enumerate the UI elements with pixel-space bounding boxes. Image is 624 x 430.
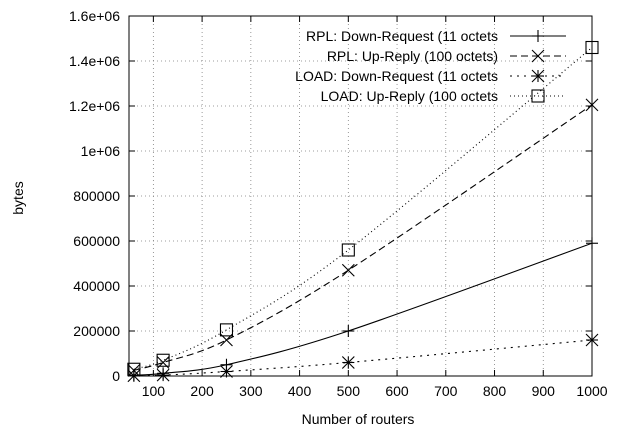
x-tick-label: 800 — [483, 383, 507, 399]
series-line — [133, 339, 593, 377]
x-ticks: 100 200 300 400 500 600 700 800 900 1000 — [142, 16, 608, 399]
marker-stroke — [531, 49, 545, 63]
data-point — [127, 362, 141, 376]
series-4 — [127, 40, 599, 376]
data-point — [585, 40, 599, 55]
marker-stroke — [531, 89, 545, 103]
series-line — [133, 242, 593, 376]
marker-stroke — [341, 243, 355, 257]
marker-stroke — [220, 365, 233, 378]
x-tick-label: 900 — [532, 383, 556, 399]
x-tick-label: 700 — [434, 383, 458, 399]
x-tick-label: 1000 — [576, 383, 607, 399]
legend-marker — [531, 69, 545, 83]
x-tick-label: 600 — [385, 383, 409, 399]
marker-stroke — [341, 263, 355, 277]
data-point — [585, 333, 599, 347]
x-axis-title: Number of routers — [302, 411, 415, 427]
series-layer — [127, 40, 599, 383]
marker-stroke — [156, 353, 170, 367]
legend: RPL: Down-Request (11 octets RPL: Up-Repl… — [295, 28, 566, 104]
y-tick-label: 800000 — [73, 188, 120, 204]
legend-label: RPL: Up-Reply (100 octets) — [327, 48, 498, 64]
data-point — [341, 243, 355, 257]
y-tick-label: 1.6e+06 — [69, 8, 120, 24]
data-point — [220, 365, 233, 378]
marker-stroke — [341, 356, 355, 369]
y-tick-label: 1.4e+06 — [69, 53, 120, 69]
x-tick-label: 400 — [288, 383, 312, 399]
data-point — [585, 98, 599, 112]
legend-label: LOAD: Down-Request (11 octets — [295, 68, 498, 84]
y-ticks: 0 200000 400000 600000 800000 1e+06 1.2e+06 1.4… — [69, 8, 592, 384]
y-axis-title: bytes — [10, 181, 26, 214]
legend-marker — [532, 30, 544, 42]
marker-stroke — [156, 368, 170, 382]
marker-stroke — [585, 40, 599, 55]
marker-stroke — [531, 69, 545, 83]
data-point — [341, 356, 355, 369]
marker-stroke — [585, 333, 599, 347]
y-tick-label: 0 — [112, 368, 120, 384]
series-2 — [127, 98, 599, 377]
x-tick-label: 200 — [190, 383, 214, 399]
legend-marker — [531, 49, 545, 63]
x-tick-label: 300 — [239, 383, 263, 399]
marker-stroke — [219, 323, 234, 337]
grid — [129, 16, 592, 376]
y-tick-label: 600000 — [73, 233, 120, 249]
y-tick-label: 200000 — [73, 323, 120, 339]
data-point — [586, 237, 598, 250]
data-point — [156, 368, 170, 382]
legend-label: RPL: Down-Request (11 octets — [306, 28, 498, 44]
x-tick-label: 100 — [142, 383, 166, 399]
data-point — [341, 263, 355, 277]
y-tick-label: 400000 — [73, 278, 120, 294]
data-point — [342, 325, 355, 337]
y-tick-label: 1e+06 — [81, 143, 121, 159]
data-point — [156, 353, 170, 367]
series-line — [133, 104, 593, 371]
series-3 — [127, 333, 599, 383]
legend-label: LOAD: Up-Reply (100 octets — [321, 88, 498, 104]
y-tick-label: 1.2e+06 — [69, 98, 120, 114]
x-tick-label: 500 — [337, 383, 361, 399]
legend-marker — [531, 89, 545, 103]
marker-stroke — [127, 362, 141, 376]
marker-stroke — [585, 98, 599, 112]
series-1 — [127, 237, 598, 382]
data-point — [219, 323, 234, 337]
